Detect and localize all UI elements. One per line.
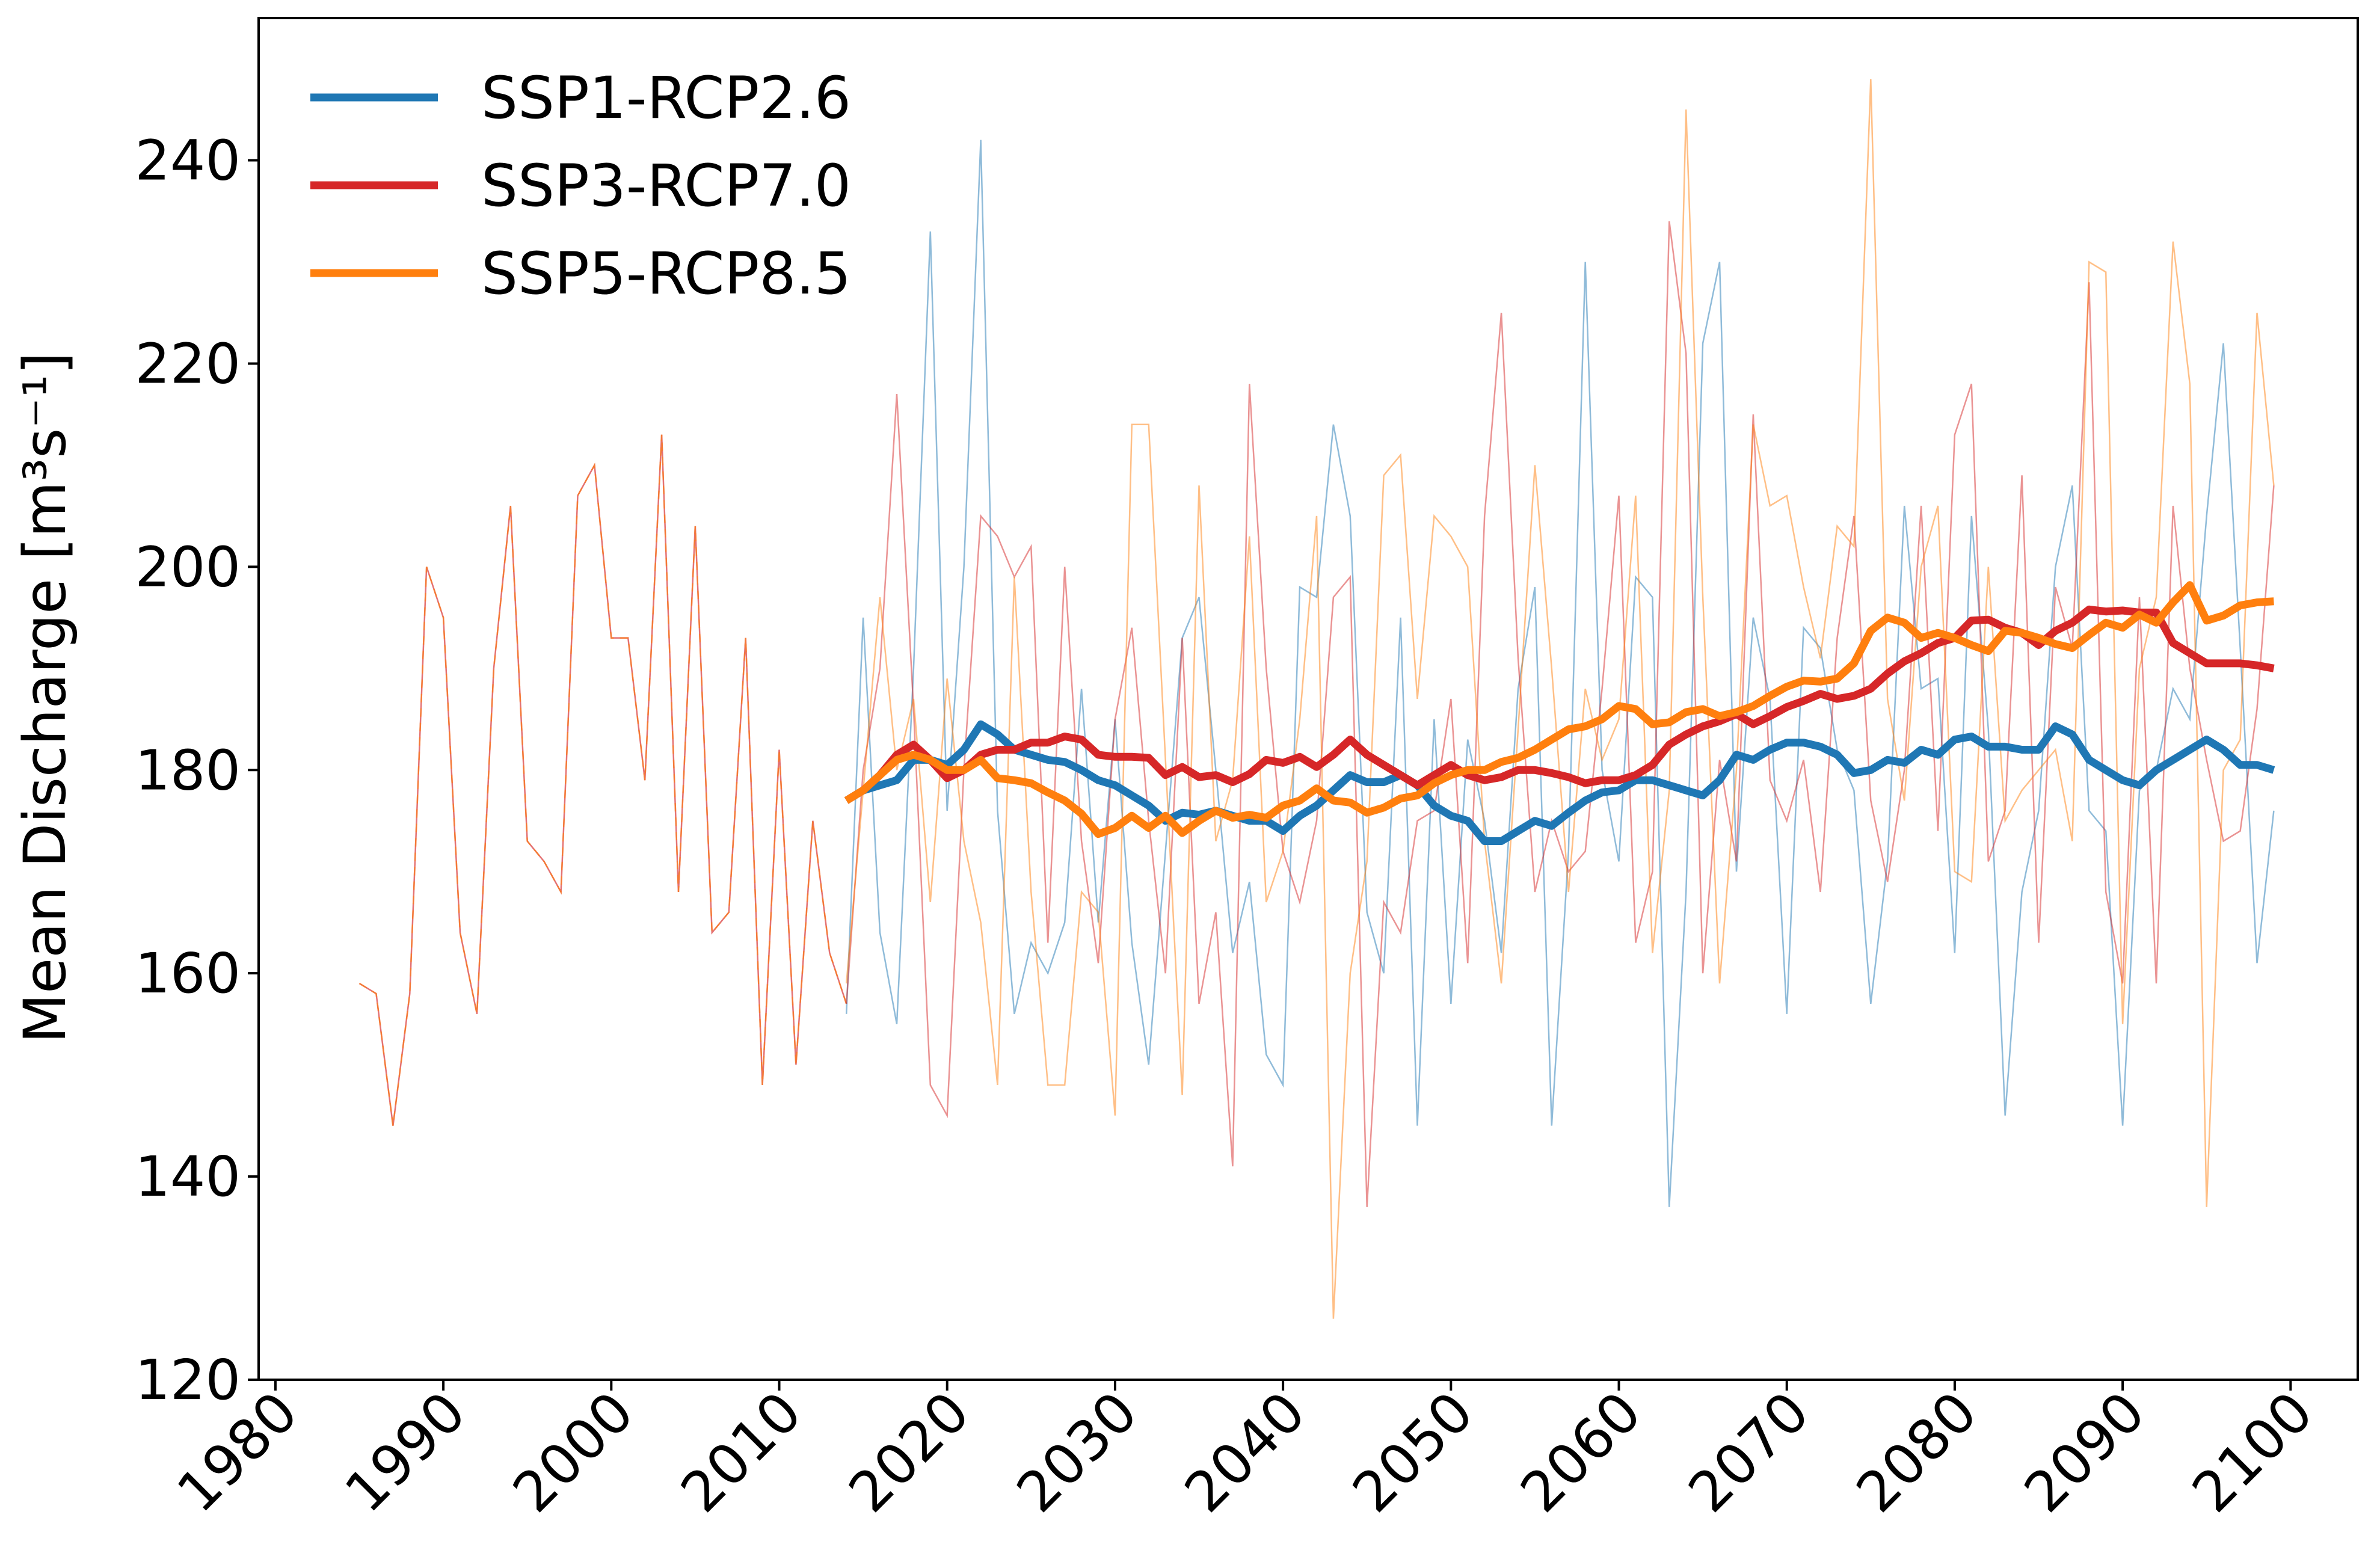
legend: SSP1-RCP2.6 SSP3-RCP7.0 SSP5-RCP8.5 bbox=[310, 64, 851, 307]
legend-label-ssp5-rcp8-5: SSP5-RCP8.5 bbox=[481, 240, 851, 307]
series-smoothed-line-ssp3-rcp7-0 bbox=[844, 605, 2275, 804]
series-annual-line-ssp5-rcp8-5 bbox=[845, 79, 2275, 1319]
y-tick-label: 220 bbox=[135, 331, 241, 396]
legend-label-ssp1-rcp2-6: SSP1-RCP2.6 bbox=[481, 64, 851, 132]
plot-marks bbox=[358, 79, 2275, 1319]
y-tick-label: 240 bbox=[135, 129, 241, 193]
y-tick-label: 200 bbox=[135, 535, 241, 599]
plot-frame bbox=[257, 17, 2359, 1381]
y-axis-label: Mean Discharge [m³s⁻¹] bbox=[11, 352, 79, 1044]
series-smoothed-line-ssp5-rcp8-5 bbox=[844, 581, 2274, 838]
y-tick-label: 160 bbox=[135, 941, 241, 1006]
y-tick-label: 120 bbox=[135, 1348, 241, 1412]
legend-label-ssp3-rcp7-0: SSP3-RCP7.0 bbox=[481, 152, 851, 220]
historical-annual-line-overlay bbox=[358, 434, 847, 1126]
series-annual-line-ssp3-rcp7-0 bbox=[845, 221, 2275, 1207]
y-tick-label: 140 bbox=[135, 1145, 241, 1209]
y-axis: 120 140 160 180 200 220 240 bbox=[135, 129, 259, 1412]
y-tick-label: 180 bbox=[135, 738, 241, 802]
series-annual-line-ssp1-rcp2-6 bbox=[845, 140, 2275, 1207]
series-smoothed-line-ssp1-rcp2-6 bbox=[844, 720, 2275, 845]
